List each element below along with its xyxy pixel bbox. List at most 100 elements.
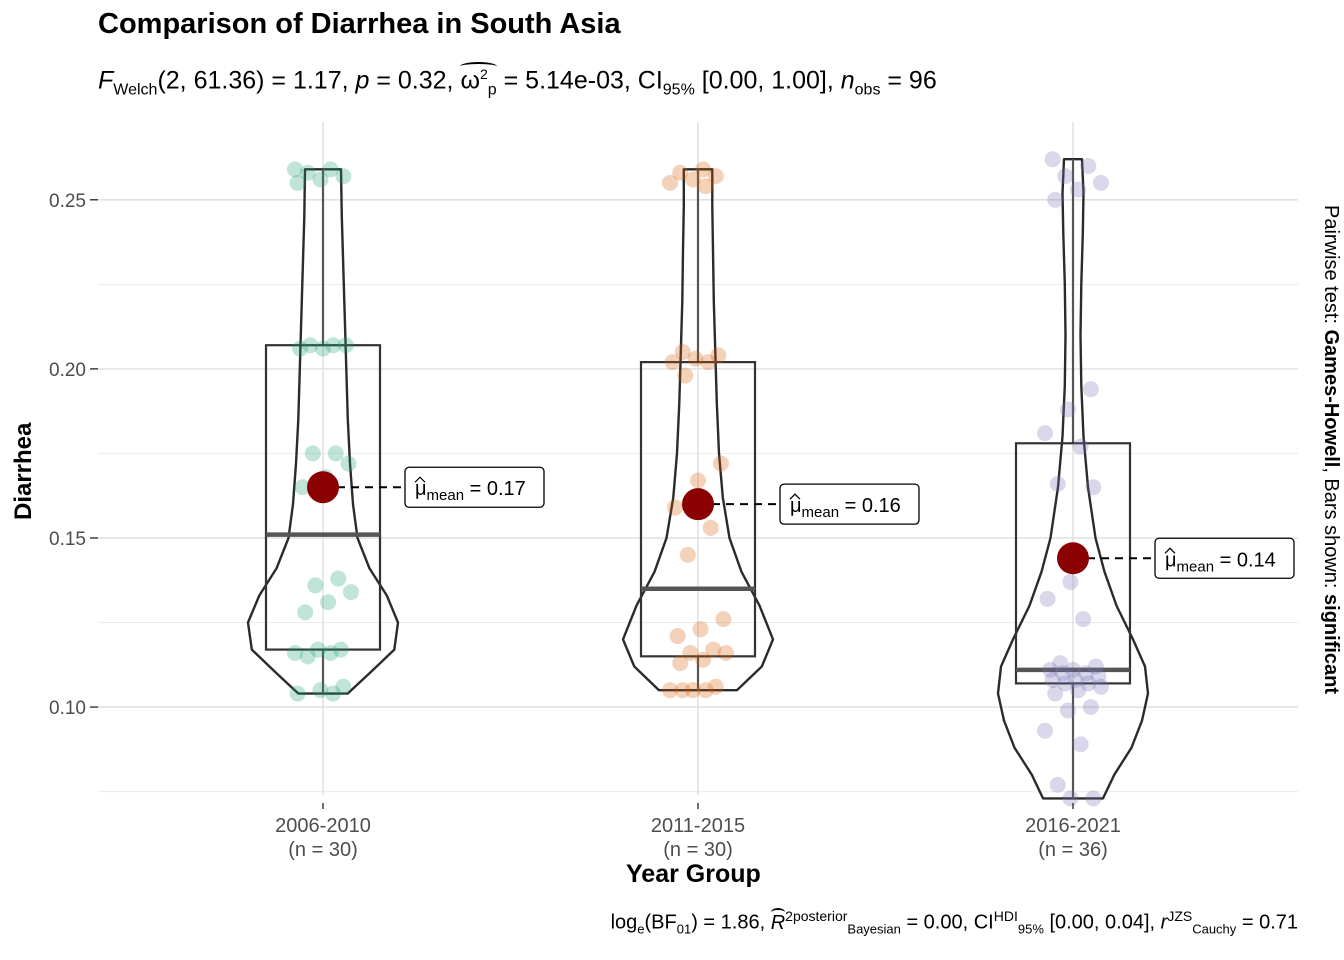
data-point (320, 594, 337, 611)
data-point (1044, 672, 1061, 689)
mean-label-box (404, 466, 545, 508)
box-layer (264, 159, 1132, 799)
data-point (684, 682, 701, 699)
data-point (1049, 475, 1066, 492)
mean-label-box (779, 483, 920, 525)
data-point (674, 682, 691, 699)
f-label: F (98, 66, 114, 95)
data-point (677, 367, 694, 384)
data-point (712, 455, 729, 472)
r-symbol: R (770, 911, 786, 934)
data-point (1054, 665, 1071, 682)
data-point (1072, 438, 1089, 455)
data-point (1093, 174, 1109, 191)
omega-value: = 5.14e-03, CI (496, 66, 663, 95)
data-point (684, 171, 701, 188)
violin-2011-2015 (621, 168, 775, 692)
data-point (1085, 790, 1102, 807)
data-point (669, 628, 686, 645)
x-tick-label: 2006-2010 (275, 815, 371, 837)
data-point (322, 644, 339, 661)
data-point (1057, 675, 1074, 692)
rc-value: = 0.71 (1236, 911, 1298, 934)
data-point (697, 178, 714, 195)
data-point (672, 164, 689, 181)
data-point (332, 641, 349, 658)
data-point (1070, 181, 1087, 198)
data-point (304, 445, 321, 462)
data-point (1087, 658, 1104, 675)
data-point (695, 651, 712, 668)
log-sub: e (637, 921, 645, 937)
x-axis: 2006-2010(n = 30)2011-2015(n = 30)2016-2… (275, 803, 1121, 861)
data-point (287, 161, 303, 178)
side-test: Games-Howell (1320, 329, 1342, 468)
data-point (1039, 590, 1056, 607)
x-tick-count: (n = 36) (1038, 839, 1107, 861)
r-hat: R (770, 907, 786, 935)
data-point (700, 354, 717, 371)
x-tick-label: 2016-2021 (1025, 815, 1121, 837)
bf-value: ) = 1.86, (691, 911, 771, 934)
data-point (1059, 702, 1076, 719)
r-value: = 0.00, CI (900, 911, 994, 934)
violin-2006-2010 (246, 168, 400, 695)
data-point (312, 682, 329, 699)
data-point (340, 455, 357, 472)
data-point (702, 519, 719, 536)
data-point (1052, 655, 1069, 672)
mean-hat (414, 476, 426, 483)
f-args: (2, 61.36) = 1.17, (157, 66, 356, 95)
data-point (1077, 665, 1094, 682)
data-point (325, 337, 342, 354)
data-point (289, 685, 306, 702)
ci-hdi-sub: 95% (1017, 921, 1044, 937)
mean-hat (1164, 547, 1176, 554)
data-point (1070, 682, 1087, 699)
data-point (312, 171, 329, 188)
data-point (1080, 157, 1097, 174)
data-point (315, 340, 331, 357)
box-2016-2021 (1014, 442, 1132, 685)
p-label: p (355, 66, 370, 95)
side-prefix: Pairwise test: (1320, 205, 1342, 330)
data-point (718, 644, 734, 661)
data-point (287, 644, 303, 661)
mean-hat (789, 493, 801, 500)
n-label: n (840, 66, 855, 95)
data-point (299, 648, 316, 665)
log-label: log (610, 911, 638, 934)
data-point (1059, 401, 1076, 418)
data-point (1044, 151, 1061, 168)
y-axis-title: Diarrhea (10, 422, 37, 520)
chart-subtitle: FWelch(2, 61.36) = 1.17, p = 0.32, ω2p =… (98, 61, 937, 99)
rc-symbol: r (1160, 911, 1168, 934)
data-point (1075, 611, 1092, 628)
data-point (707, 168, 724, 185)
data-point (1082, 381, 1099, 398)
data-point (1065, 661, 1081, 678)
data-point (707, 678, 724, 695)
data-point (1080, 675, 1097, 692)
p-value: = 0.32, (369, 66, 461, 95)
ci-hdi-sup: HDI (993, 908, 1018, 924)
violin-2016-2021 (996, 158, 1150, 800)
data-point (337, 337, 354, 354)
rc-sup: JZS (1167, 908, 1193, 924)
ci-hdi-value: [0.00, 0.04], (1043, 911, 1161, 934)
mean-point (682, 488, 714, 521)
data-point (682, 644, 699, 661)
r-sub: Bayesian (847, 921, 901, 937)
omega-symbol: ω (460, 66, 480, 95)
data-point (309, 641, 326, 658)
data-point (710, 347, 727, 364)
pairwise-test-label: Pairwise test: Games-Howell, Bars shown:… (1319, 205, 1342, 725)
mean-label-box (1154, 537, 1295, 579)
data-point (1047, 685, 1064, 702)
data-point (343, 584, 359, 601)
mean-layer: μmean = 0.17 μmean = 0.16 μmean = 0.14 (307, 466, 1295, 579)
data-point (687, 350, 704, 367)
data-point (667, 499, 684, 516)
data-point (695, 161, 712, 178)
